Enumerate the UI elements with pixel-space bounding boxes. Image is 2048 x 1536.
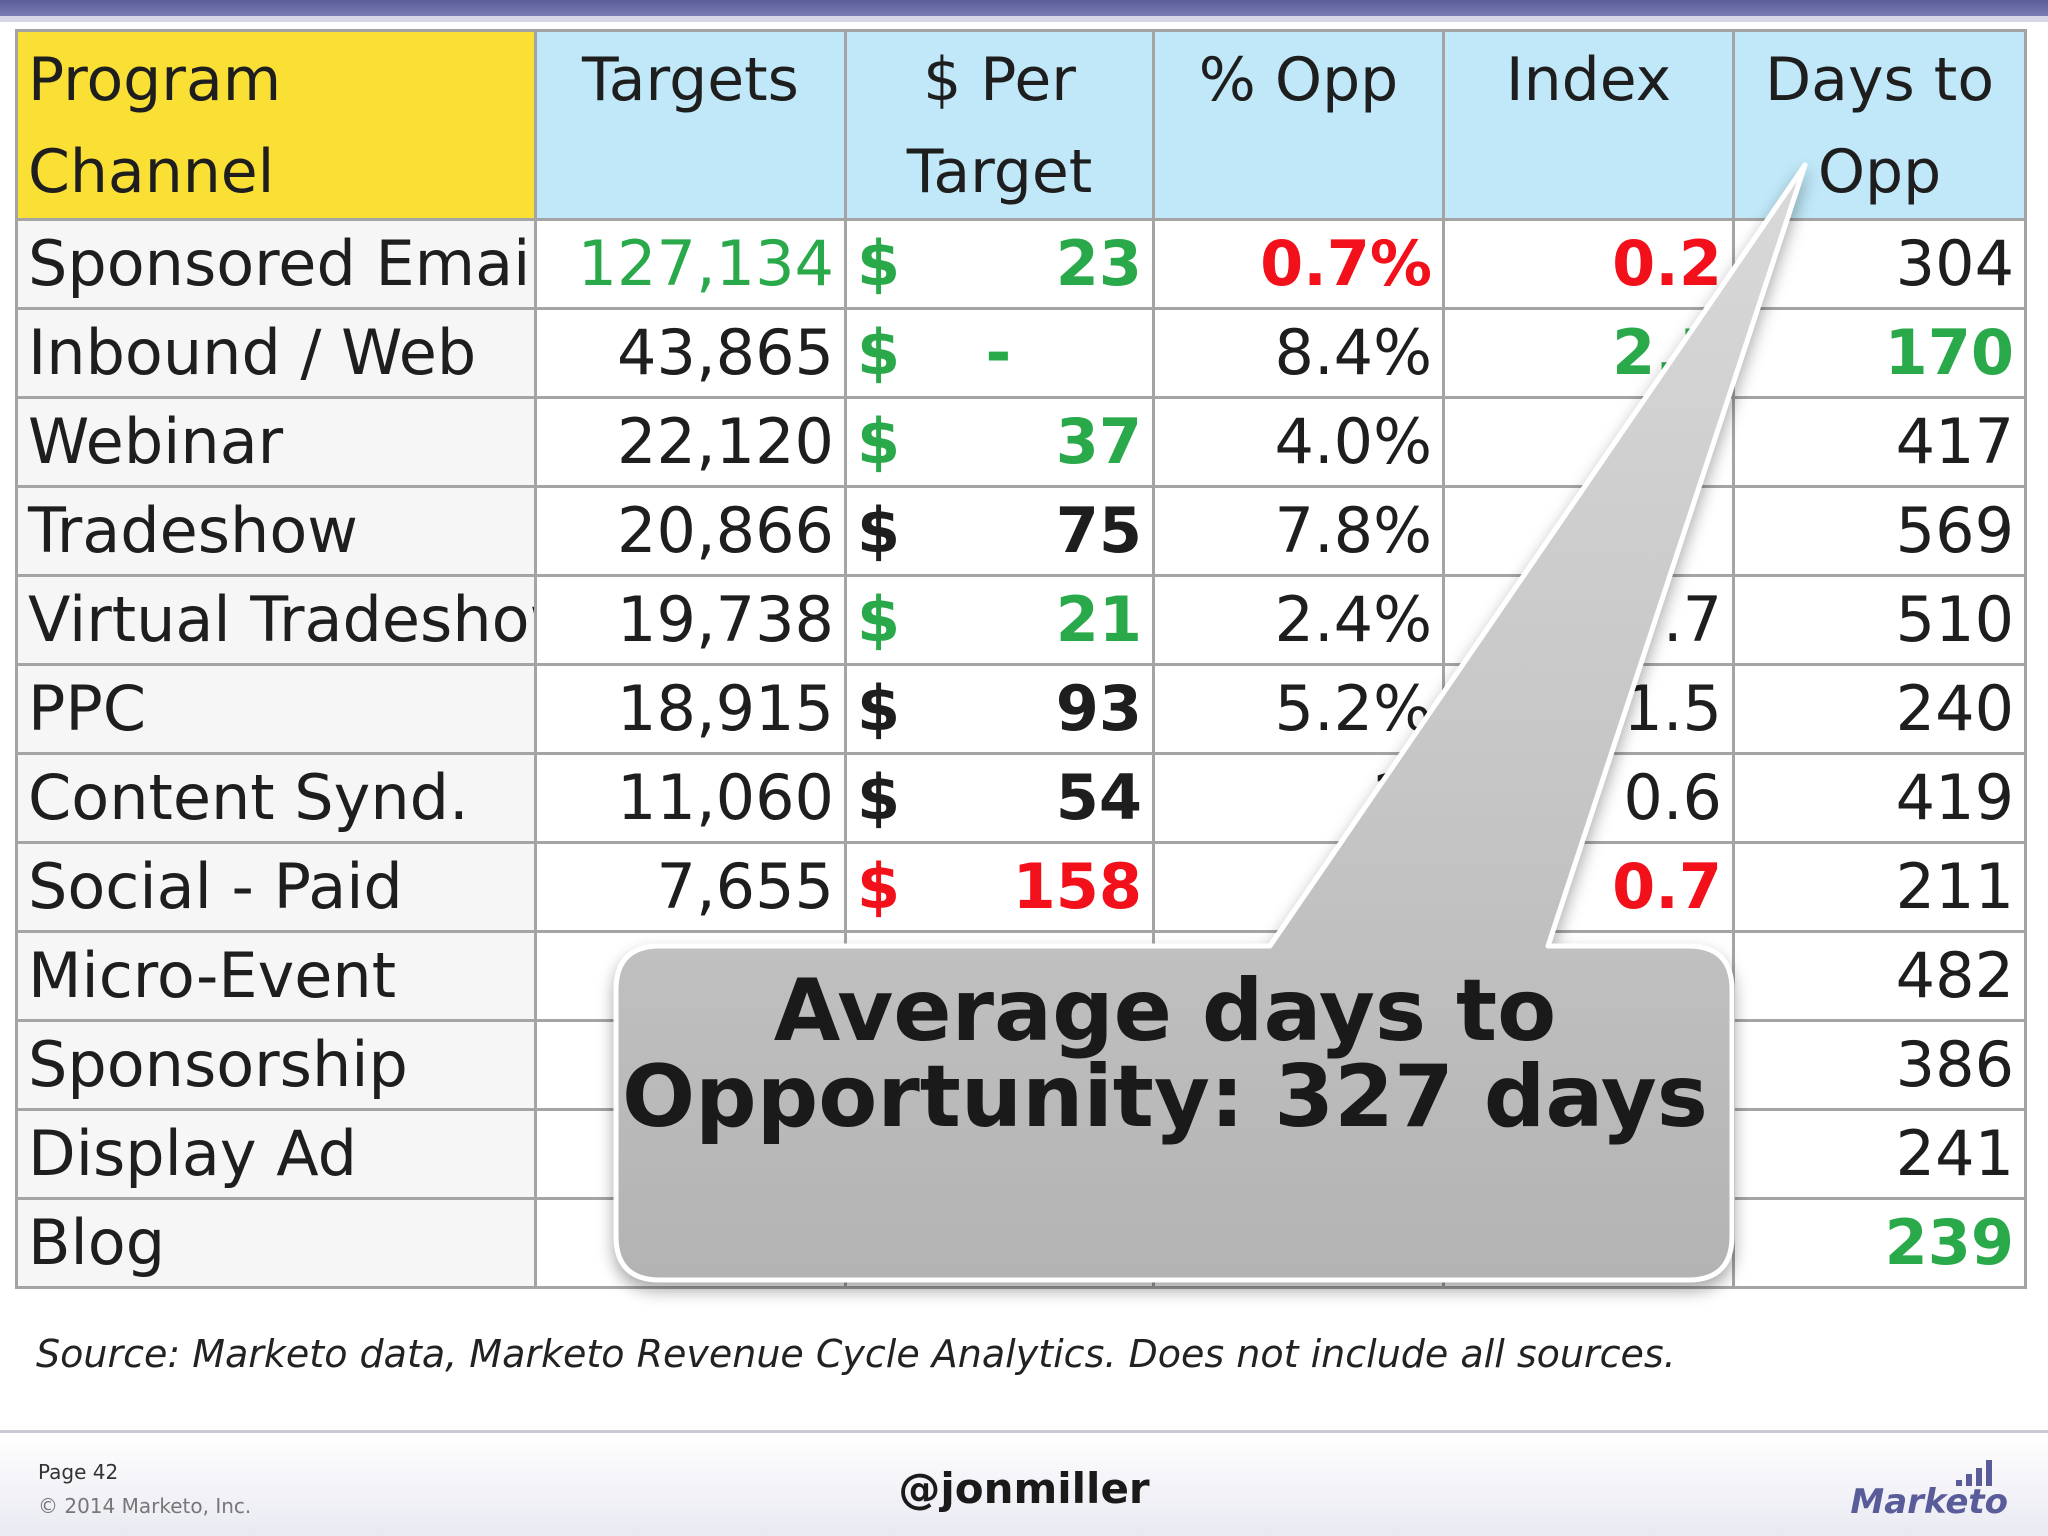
opp-cell: 0.7% [1152, 218, 1446, 310]
opp-cell: 8.4% [1152, 307, 1446, 399]
channel-cell: Sponsored Email [15, 218, 537, 310]
days-cell: 569 [1732, 485, 2028, 577]
channel-cell: Display Ad [15, 1108, 537, 1200]
days-cell: 482 [1732, 930, 2028, 1022]
table-header-row: Program Channel Targets $ Per Target % O… [15, 29, 2028, 221]
footer-divider [0, 1430, 2048, 1433]
dollar-sign: $ [844, 396, 946, 488]
header-per-target: $ Per Target [843, 29, 1156, 221]
channel-cell: Tradeshow [15, 485, 537, 577]
table-row: Webinar 22,120 $ 37 4.0% 417 [15, 396, 2028, 488]
twitter-handle: @jonmiller [898, 1464, 1150, 1513]
per-target-cell: 75 [945, 485, 1156, 577]
dollar-sign: $ [844, 752, 946, 844]
opp-cell: 5.2% [1152, 663, 1446, 755]
targets-cell: 7,655 [534, 841, 847, 933]
dollar-sign: $ [844, 307, 946, 399]
days-cell: 239 [1732, 1197, 2028, 1289]
targets-cell: 19,738 [534, 574, 847, 666]
header-targets: Targets [534, 29, 847, 221]
channel-cell: Social - Paid [15, 841, 537, 933]
callout-shape [613, 162, 1808, 1283]
header-index: Index [1442, 29, 1736, 221]
targets-cell: 43,865 [534, 307, 847, 399]
per-target-cell: 37 [945, 396, 1156, 488]
days-cell: 304 [1732, 218, 2028, 310]
per-target-cell: - [945, 307, 1156, 399]
targets-cell: 22,120 [534, 396, 847, 488]
table-row: Sponsored Email 127,134 $ 23 0.7% 0.2 30… [15, 218, 2028, 310]
dollar-sign: $ [844, 841, 946, 933]
days-cell: 241 [1732, 1108, 2028, 1200]
page-number: Page 42 [38, 1460, 119, 1484]
header-opp-percent: % Opp [1152, 29, 1446, 221]
index-cell: 0.2 [1442, 218, 1736, 310]
copyright-text: © 2014 Marketo, Inc. [38, 1494, 252, 1518]
channel-cell: Inbound / Web [15, 307, 537, 399]
per-target-cell: 54 [945, 752, 1156, 844]
marketo-logo: Marketo [1850, 1458, 2008, 1522]
program-channel-table: Program Channel Targets $ Per Target % O… [15, 29, 2028, 1289]
logo-wordmark: Marketo [1850, 1482, 2008, 1522]
targets-cell: 20,866 [534, 485, 847, 577]
header-program-channel: Program Channel [15, 29, 537, 221]
callout-text: Average days to Opportunity: 327 days [622, 961, 1708, 1147]
table-row: PPC 18,915 $ 93 5.2% 1.5 240 [15, 663, 2028, 755]
header-days-to-opp: Days to Opp [1732, 29, 2028, 221]
channel-cell: Micro-Event [15, 930, 537, 1022]
bar-chart-icon [1956, 1460, 1992, 1486]
days-cell: 240 [1732, 663, 2028, 755]
channel-cell: Sponsorship [15, 1019, 537, 1111]
days-cell: 510 [1732, 574, 2028, 666]
top-banner-strip [0, 0, 2048, 16]
targets-cell: 11,060 [534, 752, 847, 844]
days-cell: 419 [1732, 752, 2028, 844]
channel-cell: PPC [15, 663, 537, 755]
opp-cell: 4.0% [1152, 396, 1446, 488]
dollar-sign: $ [844, 574, 946, 666]
per-target-cell: 23 [945, 218, 1156, 310]
channel-cell: Content Synd. [15, 752, 537, 844]
opp-cell: 2.4% [1152, 574, 1446, 666]
source-note: Source: Marketo data, Marketo Revenue Cy… [36, 1332, 1676, 1376]
per-target-cell: 21 [945, 574, 1156, 666]
table-row: Virtual Tradeshow 19,738 $ 21 2.4% .7 51… [15, 574, 2028, 666]
days-cell: 417 [1732, 396, 2028, 488]
dollar-sign: $ [844, 485, 946, 577]
channel-cell: Webinar [15, 396, 537, 488]
days-cell: 386 [1732, 1019, 2028, 1111]
targets-cell: 127,134 [534, 218, 847, 310]
days-cell: 211 [1732, 841, 2028, 933]
top-banner-underline [0, 16, 2048, 22]
channel-cell: Blog [15, 1197, 537, 1289]
opp-cell: 7.8% [1152, 485, 1446, 577]
channel-cell: Virtual Tradeshow [15, 574, 537, 666]
per-target-cell: 93 [945, 663, 1156, 755]
per-target-cell: 158 [945, 841, 1156, 933]
table-row: Inbound / Web 43,865 $ - 8.4% 2.5 170 [15, 307, 2028, 399]
dollar-sign: $ [844, 218, 946, 310]
targets-cell: 18,915 [534, 663, 847, 755]
dollar-sign: $ [844, 663, 946, 755]
footer [0, 1433, 2048, 1536]
